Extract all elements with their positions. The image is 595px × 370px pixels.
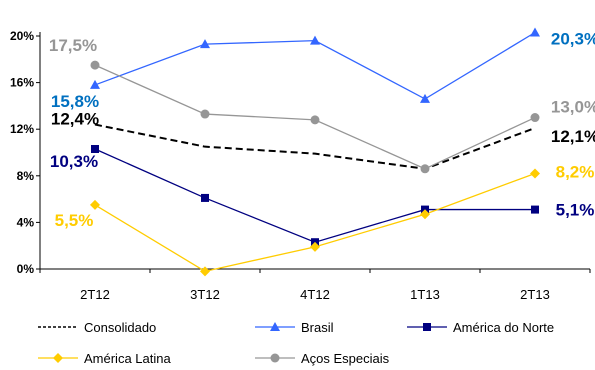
y-tick-label: 4%	[17, 215, 35, 229]
data-labels: 17,5% 15,8%12,4% 10,3% 5,5% 20,3% 13,0% 12,1% 8…	[49, 30, 595, 230]
x-tick-label: 2T13	[520, 287, 550, 302]
point-brasil	[90, 79, 100, 89]
legend-entry-brasil: Brasil	[255, 320, 334, 335]
data-label: 17,5%	[49, 36, 97, 55]
y-tick-labels: 0% 4% 8% 12% 16% 20%	[10, 29, 34, 276]
series-markers	[90, 27, 540, 277]
point-america-do-norte	[531, 205, 539, 214]
chart-axes	[36, 32, 591, 273]
legend-label: Brasil	[301, 320, 334, 335]
series-lines	[94, 31, 536, 273]
x-tick-label: 3T12	[190, 287, 220, 302]
point-brasil	[200, 39, 210, 49]
legend-entry-america-do-norte: América do Norte	[407, 320, 554, 335]
series-line-consolidado	[94, 123, 536, 170]
data-label: 12,4%	[51, 110, 99, 129]
series-line-america-latina	[94, 172, 536, 273]
y-tick-label: 16%	[10, 76, 34, 90]
point-acos-especiais	[530, 113, 540, 123]
x-tick-label: 2T12	[80, 287, 110, 302]
data-label: 5,1%	[556, 201, 595, 220]
point-brasil	[420, 93, 430, 103]
x-tick-label: 1T13	[410, 287, 440, 302]
x-tick-label: 4T12	[300, 287, 330, 302]
data-label: 10,3%	[50, 152, 98, 171]
legend-marker	[270, 322, 280, 331]
y-tick-label: 0%	[17, 262, 35, 276]
legend-marker	[423, 323, 431, 331]
point-brasil	[530, 27, 540, 37]
legend-entry-acos-especiais: Aços Especiais	[255, 351, 390, 366]
data-label: 5,5%	[55, 211, 94, 230]
point-acos-especiais	[90, 60, 100, 70]
point-brasil	[310, 35, 320, 45]
legend-entry-america-latina: América Latina	[38, 351, 171, 366]
legend-marker	[53, 353, 63, 363]
legend: Consolidado Brasil América do Norte América…	[38, 320, 554, 366]
point-america-latina	[420, 209, 430, 220]
y-tick-label: 20%	[10, 29, 34, 43]
legend-marker	[270, 353, 280, 363]
data-label: 20,3%	[551, 30, 595, 49]
legend-entry-consolidado: Consolidado	[38, 320, 156, 335]
legend-label: Aços Especiais	[301, 351, 390, 366]
point-america-do-norte	[201, 193, 209, 202]
x-tick-labels: 2T12 3T12 4T12 1T13 2T13	[80, 287, 550, 302]
data-label: 12,1%	[551, 127, 595, 146]
point-america-latina	[90, 199, 100, 210]
y-tick-label: 12%	[10, 122, 34, 136]
legend-label: América do Norte	[453, 320, 554, 335]
data-label: 15,8%	[51, 92, 99, 111]
point-acos-especiais	[310, 115, 320, 125]
point-america-latina	[530, 168, 540, 179]
point-america-latina	[310, 241, 320, 252]
legend-label: Consolidado	[84, 320, 156, 335]
data-label: 8,2%	[556, 162, 595, 181]
data-label: 13,0%	[551, 98, 595, 117]
series-line-america-do-norte	[94, 148, 535, 243]
point-acos-especiais	[420, 164, 430, 174]
point-america-do-norte	[91, 145, 99, 154]
y-tick-label: 8%	[17, 169, 35, 183]
legend-label: América Latina	[84, 351, 171, 366]
point-acos-especiais	[200, 109, 210, 119]
point-america-latina	[200, 266, 210, 277]
